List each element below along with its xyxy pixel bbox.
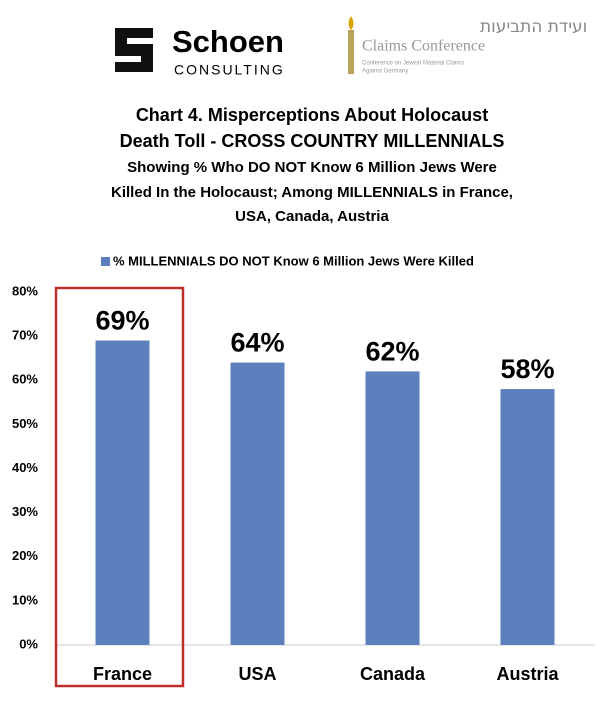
- claims-name: Claims Conference: [362, 38, 485, 55]
- hebrew-name: ועידת התביעות: [480, 17, 587, 37]
- highlight-box: [54, 286, 185, 688]
- y-tick-label: 20%: [12, 548, 38, 563]
- chart-subtitle: Showing % Who DO NOT Know 6 Million Jews…: [127, 159, 497, 176]
- bar: [230, 362, 285, 645]
- bar: [500, 389, 555, 645]
- chart-title: Death Toll - CROSS COUNTRY MILLENNIALS: [120, 131, 505, 151]
- x-tick-label: France: [93, 664, 152, 684]
- schoen-icon: [115, 28, 153, 72]
- legend-label: % MILLENNIALS DO NOT Know 6 Million Jews…: [113, 253, 474, 268]
- chart-subtitle: USA, Canada, Austria: [235, 208, 389, 225]
- y-tick-label: 40%: [12, 460, 38, 475]
- chart-title: Chart 4. Misperceptions About Holocaust: [136, 105, 488, 125]
- legend-swatch: [101, 257, 110, 266]
- y-tick-label: 30%: [12, 504, 38, 519]
- x-tick-label: Austria: [496, 664, 559, 684]
- y-tick-label: 80%: [12, 283, 38, 298]
- y-tick-label: 0%: [19, 636, 38, 651]
- claims-small: Conference on Jewish Material Claims: [362, 61, 464, 67]
- value-label: 62%: [365, 337, 419, 367]
- candle: [348, 30, 354, 74]
- value-label: 69%: [95, 306, 149, 336]
- y-tick-label: 10%: [12, 592, 38, 607]
- y-tick-label: 60%: [12, 372, 38, 387]
- value-label: 64%: [230, 328, 284, 358]
- chart-subtitle: Killed In the Holocaust; Among MILLENNIA…: [111, 184, 513, 201]
- bar: [95, 340, 150, 645]
- x-tick-label: Canada: [360, 664, 426, 684]
- value-label: 58%: [500, 354, 554, 384]
- flame: [348, 16, 354, 30]
- claims-small: Against Germany: [362, 69, 408, 75]
- schoen-logo: Schoen CONSULTING: [115, 24, 285, 78]
- bar: [365, 371, 420, 645]
- x-tick-label: USA: [238, 664, 276, 684]
- schoen-sub: CONSULTING: [174, 62, 285, 78]
- schoen-name: Schoen: [172, 24, 284, 59]
- claims-logo: ועידת התביעות Claims Conference Conferen…: [348, 16, 587, 75]
- y-tick-label: 70%: [12, 328, 38, 343]
- y-tick-label: 50%: [12, 416, 38, 431]
